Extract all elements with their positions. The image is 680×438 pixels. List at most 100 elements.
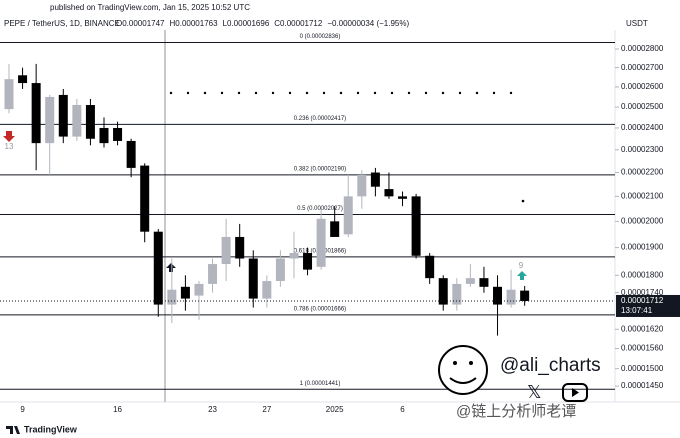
fib-label: 1 (0.00001441) — [300, 381, 341, 387]
candle-body — [343, 196, 353, 235]
annotation: 9 — [519, 261, 524, 270]
youtube-icon — [562, 383, 588, 402]
plot: 0 (0.00002836) 0.236 (0.00002417) 0.382 (0… — [0, 34, 615, 390]
candle-body — [303, 253, 313, 270]
candle-body — [180, 286, 190, 299]
candle-body — [465, 278, 475, 284]
buy-arrow — [166, 263, 176, 272]
y-tick-label: 0.00002200 — [621, 168, 664, 177]
candle-body — [140, 165, 150, 232]
ohlc-value: O0.00001747 — [116, 19, 165, 28]
y-tick-label: 0.00002800 — [621, 44, 664, 53]
ohlc-value: C0.00001712 — [274, 19, 323, 28]
candle-body — [4, 79, 14, 110]
x-tick-label: 9 — [20, 405, 25, 414]
buy-arrow — [517, 271, 527, 280]
candle-body — [479, 278, 489, 287]
y-tick-label: 0.00002600 — [621, 82, 664, 91]
countdown: 13:07:41 — [621, 306, 653, 315]
y-tick-label: 0.00001560 — [621, 344, 664, 353]
candle-body — [357, 174, 367, 197]
youtube-play — [572, 388, 579, 397]
y-tick-label: 0.00002100 — [621, 191, 664, 200]
avatar-eye — [453, 361, 457, 365]
candle-body — [85, 105, 95, 139]
candle-body — [194, 283, 204, 296]
candle-body — [153, 231, 163, 305]
x-tick-label: 6 — [400, 405, 405, 414]
candle-body — [411, 196, 421, 256]
avatar-eye — [469, 361, 473, 365]
tv-logo-text: TradingView — [24, 424, 78, 434]
candle-body — [99, 127, 109, 144]
candle-body — [208, 264, 218, 284]
ohlc-legend: O0.00001747 H0.00001763 L0.00001696 C0.0000… — [116, 19, 409, 28]
watermark: @ali_charts 𝕏 @链上分析师老谭 — [438, 345, 601, 420]
published: published on TradingView.com, Jan 15, 20… — [50, 3, 250, 12]
avatar — [438, 345, 488, 395]
ohlc-value: L0.00001696 — [223, 19, 270, 28]
candle-body — [58, 94, 68, 137]
candle-body — [316, 218, 326, 267]
annotation: 13 — [5, 142, 14, 151]
candle-body — [330, 221, 340, 237]
fib-label: 0.382 (0.00002190) — [294, 166, 346, 172]
last-price-box — [616, 294, 680, 317]
candle-body — [221, 236, 231, 265]
tv-logo — [6, 426, 20, 434]
candle-body — [506, 289, 516, 305]
currency: USDT — [626, 19, 648, 28]
candle-body — [289, 253, 299, 259]
avatar-smile — [449, 377, 477, 384]
dots-row — [169, 91, 525, 203]
y-tick-label: 0.00001620 — [621, 324, 664, 333]
candle-body — [262, 281, 272, 299]
y-tick-label: 0.00001900 — [621, 243, 664, 252]
y-tick-label: 0.00001800 — [621, 270, 664, 279]
ohlc-value: −0.00000034 (−1.95%) — [327, 19, 409, 28]
x-tick-label: 27 — [262, 405, 271, 414]
sell-arrow — [3, 131, 15, 142]
y-tick-label: 0.00002500 — [621, 102, 664, 111]
candle-body — [113, 127, 123, 141]
x-tick-label: 23 — [208, 405, 217, 414]
candle-body — [438, 278, 448, 305]
candle-body — [275, 258, 285, 282]
last-price-label: 0.00001712 — [621, 296, 664, 305]
candle-body — [493, 286, 503, 305]
x-icon: 𝕏 — [527, 382, 542, 402]
candle-body — [167, 289, 177, 305]
symbol: PEPE / TetherUS, 1D, BINANCE — [4, 19, 120, 28]
x-tick-label: 2025 — [326, 405, 344, 414]
fib-label: 0.5 (0.00002027) — [297, 206, 343, 212]
candle-body — [248, 258, 258, 299]
y-tick-label: 0.00002000 — [621, 216, 664, 225]
y-tick-label: 0.00002300 — [621, 145, 664, 154]
y-tick-label: 0.00001500 — [621, 364, 664, 373]
x-tick-label: 16 — [113, 405, 122, 414]
ohlc-value: H0.00001763 — [170, 19, 219, 28]
candle-body — [126, 140, 136, 168]
candle-body — [425, 255, 435, 279]
fib-label: 0 (0.00002836) — [300, 34, 341, 40]
y-tick-label: 0.00002400 — [621, 123, 664, 132]
candle-body — [45, 96, 55, 144]
y-tick-label: 0.00001740 — [621, 288, 664, 297]
cn-watermark: @链上分析师老谭 — [456, 403, 576, 420]
candle-body — [452, 283, 462, 305]
candle-body — [72, 105, 82, 137]
candle-body — [31, 83, 41, 144]
fib-label: 0.236 (0.00002417) — [294, 116, 346, 122]
candle-body — [18, 75, 28, 84]
candle-body — [520, 290, 530, 301]
handle: @ali_charts — [500, 355, 601, 376]
candle-body — [235, 236, 245, 259]
y-tick-label: 0.00002700 — [621, 63, 664, 72]
candle-body — [384, 189, 394, 197]
candle-body — [398, 196, 408, 199]
y-tick-label: 0.00001450 — [621, 381, 664, 390]
fib-label: 0.786 (0.00001666) — [294, 307, 346, 313]
candle-body — [370, 172, 380, 187]
